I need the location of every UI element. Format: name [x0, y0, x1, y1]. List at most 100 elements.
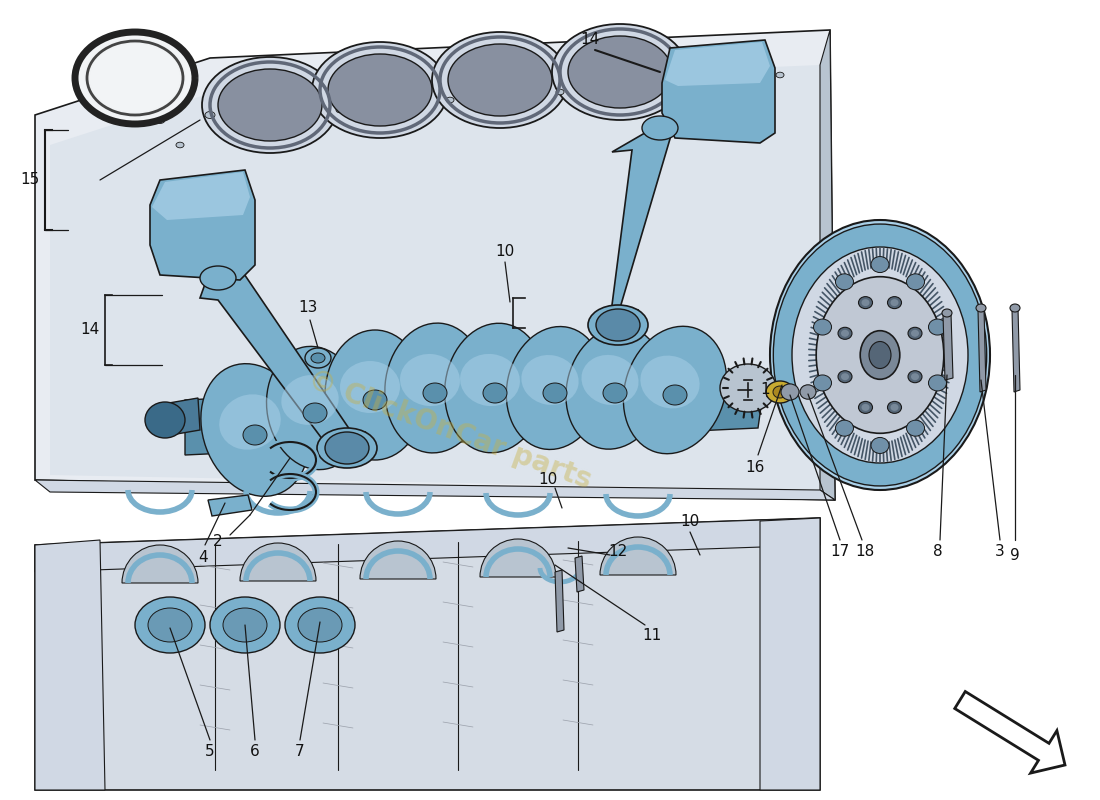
Polygon shape	[150, 170, 255, 280]
Ellipse shape	[663, 385, 688, 405]
Text: 9: 9	[1010, 547, 1020, 562]
Ellipse shape	[871, 257, 889, 273]
Ellipse shape	[781, 384, 799, 400]
Polygon shape	[943, 313, 953, 380]
Ellipse shape	[871, 438, 889, 454]
Ellipse shape	[205, 111, 214, 118]
Ellipse shape	[911, 330, 918, 337]
Ellipse shape	[282, 375, 339, 425]
Text: 5: 5	[206, 745, 214, 759]
Ellipse shape	[642, 116, 678, 140]
Ellipse shape	[736, 82, 744, 88]
Text: © ClickOnCar parts: © ClickOnCar parts	[305, 366, 596, 494]
Ellipse shape	[792, 247, 968, 463]
Ellipse shape	[696, 102, 704, 108]
Ellipse shape	[588, 305, 648, 345]
Ellipse shape	[891, 299, 899, 306]
Ellipse shape	[906, 420, 924, 436]
Text: 12: 12	[608, 545, 628, 559]
Ellipse shape	[446, 98, 454, 102]
Text: 3: 3	[996, 545, 1005, 559]
Ellipse shape	[720, 364, 775, 412]
Wedge shape	[480, 539, 556, 577]
Ellipse shape	[285, 597, 355, 653]
Wedge shape	[600, 537, 676, 575]
Ellipse shape	[210, 597, 280, 653]
Polygon shape	[208, 495, 252, 516]
Ellipse shape	[888, 297, 902, 309]
Text: 2: 2	[213, 534, 223, 550]
Ellipse shape	[444, 323, 546, 453]
Wedge shape	[360, 541, 436, 579]
Ellipse shape	[75, 32, 195, 124]
Ellipse shape	[148, 608, 192, 642]
Ellipse shape	[385, 323, 485, 453]
Polygon shape	[35, 518, 820, 572]
Polygon shape	[152, 172, 250, 220]
Ellipse shape	[891, 404, 899, 411]
Ellipse shape	[928, 319, 946, 335]
Ellipse shape	[568, 36, 672, 108]
Ellipse shape	[1010, 304, 1020, 312]
Ellipse shape	[329, 436, 365, 460]
Polygon shape	[608, 122, 675, 338]
Ellipse shape	[836, 274, 854, 290]
Ellipse shape	[676, 79, 684, 85]
Text: 7: 7	[295, 745, 305, 759]
Ellipse shape	[312, 42, 448, 138]
Ellipse shape	[155, 117, 165, 123]
Ellipse shape	[838, 370, 853, 382]
Wedge shape	[240, 543, 316, 581]
Ellipse shape	[814, 375, 832, 391]
Ellipse shape	[202, 57, 338, 153]
Ellipse shape	[836, 420, 854, 436]
Polygon shape	[1012, 308, 1020, 392]
Polygon shape	[185, 372, 762, 455]
Ellipse shape	[363, 390, 387, 410]
Ellipse shape	[860, 330, 900, 379]
Ellipse shape	[336, 107, 344, 113]
Ellipse shape	[424, 383, 447, 403]
Text: 15: 15	[21, 173, 40, 187]
Polygon shape	[955, 691, 1065, 773]
Ellipse shape	[773, 386, 786, 398]
Ellipse shape	[521, 355, 579, 405]
Ellipse shape	[814, 319, 832, 335]
Text: 8: 8	[933, 545, 943, 559]
Ellipse shape	[201, 364, 309, 496]
Ellipse shape	[226, 87, 234, 93]
Ellipse shape	[596, 309, 640, 341]
Ellipse shape	[340, 361, 400, 413]
Ellipse shape	[842, 330, 849, 337]
Ellipse shape	[328, 54, 432, 126]
Ellipse shape	[552, 24, 688, 120]
Ellipse shape	[861, 404, 869, 411]
Ellipse shape	[400, 354, 460, 406]
Polygon shape	[556, 570, 564, 632]
Text: 4: 4	[198, 550, 208, 566]
Ellipse shape	[908, 370, 922, 382]
Ellipse shape	[858, 297, 872, 309]
Text: 16: 16	[746, 461, 764, 475]
Text: 14: 14	[80, 322, 100, 338]
Ellipse shape	[800, 385, 816, 399]
Polygon shape	[35, 30, 835, 500]
Ellipse shape	[176, 142, 184, 148]
Ellipse shape	[200, 266, 236, 290]
Ellipse shape	[942, 309, 952, 317]
Ellipse shape	[483, 383, 507, 403]
Polygon shape	[760, 518, 820, 790]
Text: 10: 10	[681, 514, 700, 530]
Polygon shape	[662, 40, 775, 143]
Ellipse shape	[460, 354, 520, 406]
Text: 17: 17	[830, 545, 849, 559]
Text: 6: 6	[250, 745, 260, 759]
Ellipse shape	[135, 597, 205, 653]
Polygon shape	[575, 556, 584, 592]
Text: 14: 14	[581, 33, 600, 47]
Ellipse shape	[766, 381, 794, 403]
Ellipse shape	[218, 69, 322, 141]
Polygon shape	[35, 540, 104, 790]
Ellipse shape	[906, 274, 924, 290]
Ellipse shape	[311, 353, 324, 363]
